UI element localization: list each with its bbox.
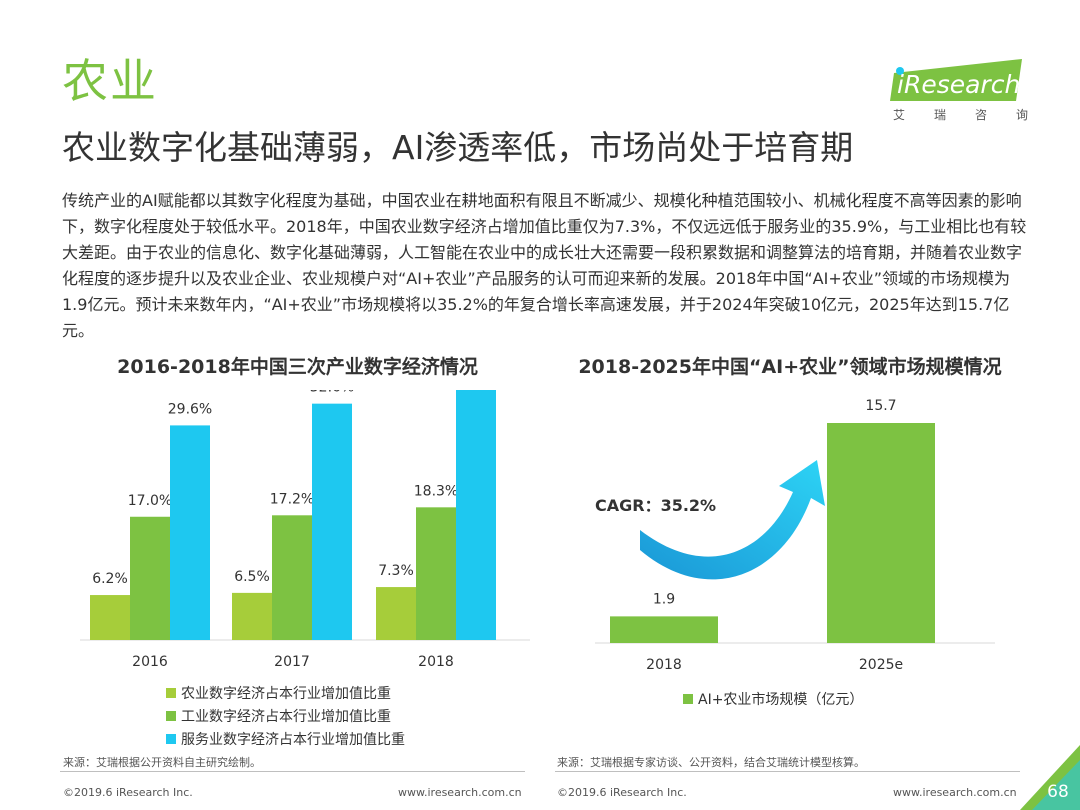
- logo-subtitle: 艾 瑞 咨 询: [893, 106, 1028, 123]
- legend-swatch: [166, 711, 176, 721]
- logo-subtitle-char: 艾: [893, 108, 906, 122]
- legend-swatch: [166, 734, 176, 744]
- iresearch-logo-icon: iResearch: [890, 59, 1022, 101]
- page-headline: 农业数字化基础薄弱，AI渗透率低，市场尚处于培育期: [62, 128, 854, 167]
- chart1-data-label: 32.6%: [310, 390, 354, 396]
- chart1-data-label: 17.2%: [270, 491, 314, 507]
- chart1-bar: [376, 587, 416, 640]
- chart1-data-label: 29.6%: [168, 401, 212, 417]
- footer-url[interactable]: www.iresearch.com.cn: [398, 786, 522, 799]
- chart2-title: 2018-2025年中国“AI+农业”领域市场规模情况: [578, 356, 1002, 378]
- chart1-data-label: 6.2%: [92, 571, 128, 587]
- chart1-legend-item: 工业数字经济占本行业增加值比重: [166, 706, 391, 726]
- footer-copyright: ©2019.6 iResearch Inc.: [63, 786, 193, 799]
- chart1-legend-label: 农业数字经济占本行业增加值比重: [181, 686, 391, 702]
- chart1-legend-item: 服务业数字经济占本行业增加值比重: [166, 729, 405, 749]
- chart2-bar-chart: 1.9 2018 15.7 2025e CAGR：35.2%: [595, 398, 995, 673]
- footer-url[interactable]: www.iresearch.com.cn: [893, 786, 1017, 799]
- chart1-bar: [312, 403, 352, 640]
- chart2-legend: AI+农业市场规模（亿元）: [683, 689, 933, 711]
- chart1-legend-item: 农业数字经济占本行业增加值比重: [166, 683, 391, 703]
- footer-copyright: ©2019.6 iResearch Inc.: [557, 786, 687, 799]
- footer-divider: [60, 771, 525, 772]
- chart2-data-label: 1.9: [653, 591, 675, 607]
- chart1-x-tick-label: 2016: [132, 654, 168, 670]
- body-paragraph: 传统产业的AI赋能都以其数字化程度为基础，中国农业在耕地面积有限且不断减少、规模…: [62, 191, 1027, 340]
- chart2-legend-label: AI+农业市场规模（亿元）: [698, 692, 864, 708]
- chart1-bar: [130, 516, 170, 640]
- logo-wordmark: iResearch: [897, 70, 1020, 99]
- chart2-source: 来源：艾瑞根据专家访谈、公开资料，结合艾瑞统计模型核算。: [557, 756, 865, 769]
- cagr-annotation: CAGR：35.2%: [595, 496, 716, 515]
- logo-subtitle-char: 询: [1015, 108, 1028, 122]
- logo-subtitle-char: 瑞: [933, 108, 946, 122]
- chart1-legend-label: 服务业数字经济占本行业增加值比重: [181, 732, 405, 748]
- chart1-data-label: 17.0%: [128, 493, 172, 509]
- page-number: 68: [1047, 782, 1069, 802]
- logo-subtitle-char: 咨: [974, 108, 987, 122]
- chart1-data-label: 18.3%: [414, 483, 458, 499]
- chart2-x-tick-label: 2025e: [859, 657, 903, 673]
- chart1-title: 2016-2018年中国三次产业数字经济情况: [117, 356, 478, 378]
- chart1-x-tick-label: 2018: [418, 654, 454, 670]
- chart1-source: 来源：艾瑞根据公开资料自主研究绘制。: [63, 756, 261, 769]
- chart1-data-label: 7.3%: [378, 563, 414, 579]
- chart1-bar: [170, 425, 210, 640]
- chart2-x-tick-label: 2018: [646, 657, 682, 673]
- chart2-bar: [827, 423, 935, 643]
- chart1-bar: [232, 592, 272, 640]
- chart1-bar-chart: 6.2% 17.0% 29.6% 2016 6.5% 17.2% 32.6% 2017 7.3%…: [80, 390, 530, 670]
- chart1-legend-label: 工业数字经济占本行业增加值比重: [181, 709, 391, 725]
- chart1-x-tick-label: 2017: [274, 654, 310, 670]
- growth-arrow-icon: [640, 460, 825, 580]
- chart1-bar: [416, 507, 456, 640]
- footer-divider: [555, 771, 1020, 772]
- chart1-bar: [272, 515, 312, 640]
- chart2-legend-item: AI+农业市场规模（亿元）: [683, 689, 863, 709]
- chart1-bar: [90, 595, 130, 640]
- section-title: 农业: [62, 54, 158, 108]
- page-corner-decoration: [1020, 745, 1080, 810]
- chart1-data-label: 6.5%: [234, 569, 270, 585]
- chart2-data-label: 15.7: [865, 398, 896, 414]
- legend-swatch: [683, 694, 693, 704]
- legend-swatch: [166, 688, 176, 698]
- chart2-bar: [610, 616, 718, 643]
- chart1-bar: [456, 390, 496, 640]
- chart1-legend: 农业数字经济占本行业增加值比重 工业数字经济占本行业增加值比重 服务业数字经济占本行…: [166, 683, 466, 753]
